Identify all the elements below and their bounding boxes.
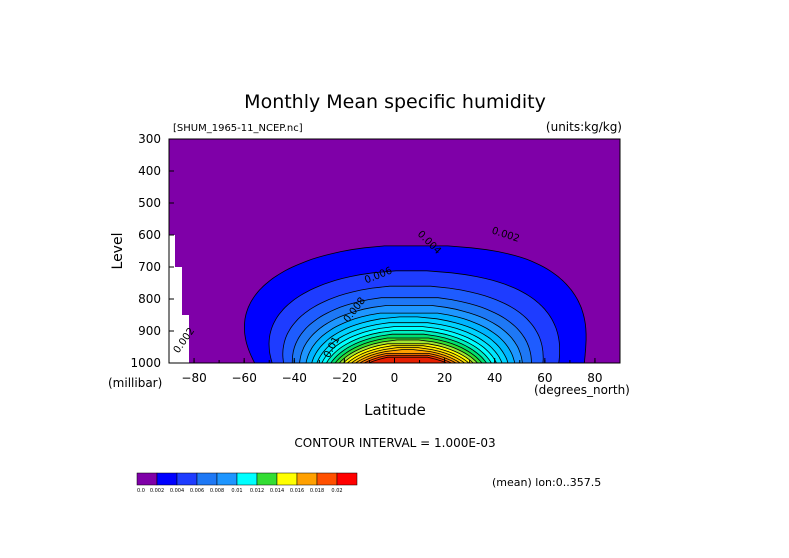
contour-line-15 [346, 345, 470, 363]
legend-swatch [176, 472, 198, 486]
x-tick-label: 80 [587, 371, 602, 385]
contour-line-17 [355, 349, 461, 363]
y-tick-label: 900 [138, 324, 161, 338]
legend-label: 0.002 [150, 488, 164, 494]
x-tick-label: −40 [282, 371, 307, 385]
y-tick-label: 700 [138, 260, 161, 274]
x-tick-label: 0 [391, 371, 399, 385]
y-tick-label: 800 [138, 292, 161, 306]
contour-line-4 [291, 297, 532, 363]
legend-label: 0.01 [231, 488, 242, 494]
contour-line-19 [363, 354, 452, 363]
y-axis: 300 400 500 600 700 800 900 1000 [130, 132, 174, 370]
x-tick-label: 20 [437, 371, 452, 385]
contour-line-1 [244, 245, 587, 363]
contour-line-18 [359, 353, 457, 363]
contour-line-10 [326, 330, 492, 363]
contour-line-7 [311, 316, 509, 363]
y-tick-label: 500 [138, 196, 161, 210]
legend-label: 0.012 [250, 488, 264, 494]
legend-swatch [296, 472, 318, 486]
contour-line-11 [330, 333, 487, 363]
y-tick-label: 400 [138, 164, 161, 178]
legend-label: 0.016 [290, 488, 304, 494]
contour-line-layer [244, 245, 587, 363]
y-tick-label: 600 [138, 228, 161, 242]
chart-title: Monthly Mean specific humidity [244, 91, 546, 113]
x-tick-label: 40 [487, 371, 502, 385]
contour-line-14 [342, 343, 474, 363]
legend-label: 0.014 [270, 488, 284, 494]
contour-line-12 [334, 337, 483, 363]
legend-swatch [196, 472, 218, 486]
y-tick-label: 1000 [130, 356, 161, 370]
legend-swatch [136, 472, 158, 486]
contour-line-9 [321, 326, 497, 363]
legend-swatch [316, 472, 338, 486]
x-axis-units: (degrees_north) [534, 383, 630, 397]
x-tick-label: −20 [332, 371, 357, 385]
legend-swatch [256, 472, 278, 486]
color-legend: 0.0 0.002 0.004 0.006 0.008 0.01 0.012 0.014 0.0… [136, 472, 358, 494]
legend-label: 0.006 [190, 488, 204, 494]
x-tick-label: −60 [232, 371, 257, 385]
contour-line-8 [316, 322, 503, 363]
legend-swatch [236, 472, 258, 486]
units-label: (units:kg/kg) [546, 120, 622, 134]
x-tick-label: −80 [181, 371, 206, 385]
contour-line-5 [299, 305, 523, 363]
legend-label: 0.004 [170, 488, 184, 494]
contour-line-3 [282, 285, 544, 363]
contour-line-2 [268, 270, 560, 363]
contour-line-13 [338, 339, 478, 363]
y-axis-title: Level [110, 233, 126, 270]
y-axis-units: (millibar) [108, 376, 162, 390]
x-axis: −80 −60 −40 −20 0 20 40 60 80 [168, 358, 621, 385]
contour-interval-text: CONTOUR INTERVAL = 1.000E-03 [294, 436, 495, 450]
legend-label: 0.0 [137, 488, 145, 494]
source-label: [SHUM_1965-11_NCEP.nc] [173, 123, 303, 134]
legend-label: 0.008 [210, 488, 224, 494]
y-tick-label: 300 [138, 132, 161, 146]
contour-line-16 [351, 347, 465, 363]
legend-swatch [216, 472, 238, 486]
contour-fill-20 [368, 357, 447, 363]
x-tick-label: 60 [537, 371, 552, 385]
x-axis-title: Latitude [364, 401, 426, 419]
legend-swatch [156, 472, 178, 486]
legend-swatch [336, 472, 358, 486]
mean-text: (mean) lon:0..357.5 [492, 476, 601, 489]
contour-line-20 [368, 356, 448, 363]
legend-label: 0.02 [331, 488, 342, 494]
legend-label: 0.018 [310, 488, 324, 494]
legend-swatch [276, 472, 298, 486]
contour-line-6 [305, 312, 516, 363]
